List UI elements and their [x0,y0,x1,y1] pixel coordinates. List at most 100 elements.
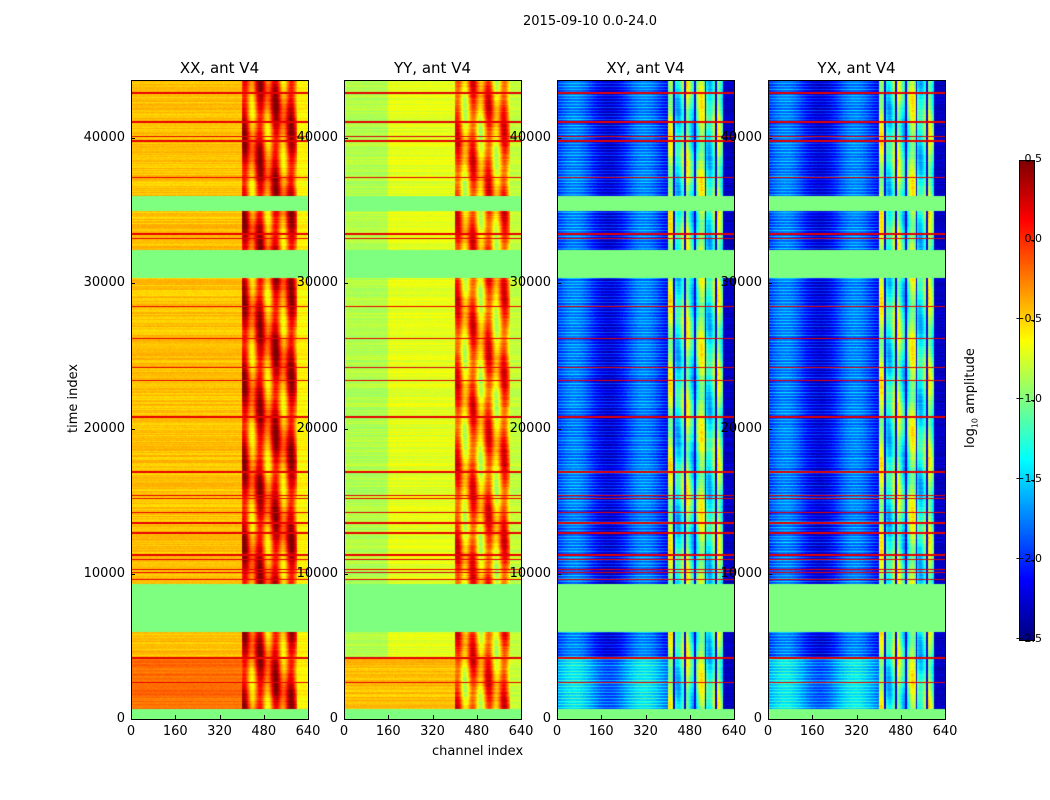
y-tick-mark [557,719,561,720]
y-tick-label: 30000 [720,275,762,291]
y-tick-mark [768,573,772,575]
x-tick-label: 640 [295,724,321,739]
panel-title-0: XX, ant V4 [179,59,260,77]
x-tick-mark [557,715,558,719]
panel-frame-3 [768,80,946,720]
x-tick-mark [601,715,603,719]
y-tick-mark [344,573,348,575]
x-tick-mark [308,715,309,719]
x-tick-mark [689,715,691,719]
y-tick-mark [344,719,348,720]
x-tick-label: 640 [508,724,534,739]
panel-title-2: XY, ant V4 [606,59,685,77]
colorbar-tick-label: −1.5 [1015,472,1042,485]
y-tick-label: 20000 [296,420,338,436]
y-tick-mark [768,719,772,720]
x-tick-label: 0 [339,724,349,739]
y-tick-label: 30000 [509,275,551,291]
y-tick-mark [768,283,772,285]
y-tick-mark [768,428,772,430]
colorbar-label-sub: 10 [970,417,980,429]
y-tick-label: 40000 [509,130,551,146]
y-tick-label: 10000 [720,565,762,581]
figure-title: 2015-09-10 0.0-24.0 [523,14,657,29]
x-tick-label: 480 [251,724,277,739]
colorbar-label-rest: amplitude [963,348,978,418]
colorbar-tick-mark [1031,560,1035,561]
colorbar-label-main: log [963,428,978,448]
panel-frame-1 [344,80,522,720]
colorbar-tick-label: 0.0 [1024,232,1043,245]
colorbar-tick-mark [1031,240,1035,241]
x-tick-mark [476,715,478,719]
x-tick-label: 0 [763,724,773,739]
y-tick-mark [131,719,135,720]
x-tick-label: 480 [888,724,914,739]
x-tick-label: 320 [844,724,869,739]
colorbar-tick-mark [1031,320,1035,321]
x-tick-mark [734,715,735,719]
x-tick-label: 640 [721,724,747,739]
x-tick-label: 320 [420,724,445,739]
x-tick-mark [812,715,814,719]
colorbar-tick-mark [1031,480,1035,481]
y-tick-label: 40000 [83,130,125,146]
x-tick-label: 160 [375,724,401,739]
x-tick-mark [645,715,647,719]
y-tick-label: 40000 [296,130,338,146]
y-tick-mark [131,283,135,285]
y-tick-mark [557,573,561,575]
colorbar-tick-mark [1031,400,1035,401]
colorbar-tick-label: −0.5 [1015,312,1042,325]
y-tick-label: 20000 [720,420,762,436]
y-tick-label: 40000 [720,130,762,146]
panel-frame-0 [131,80,309,720]
y-tick-mark [557,283,561,285]
colorbar-tick-label: −2.0 [1015,552,1042,565]
x-tick-label: 320 [633,724,658,739]
colorbar-tick-label: −2.5 [1015,632,1042,645]
x-tick-label: 160 [588,724,614,739]
x-tick-mark [175,715,177,719]
heatmap-0 [131,80,308,719]
y-tick-label: 10000 [296,565,338,581]
colorbar-tick-mark [1031,160,1035,161]
y-tick-label: 20000 [83,420,125,436]
y-tick-mark [768,138,772,140]
heatmap-3 [768,80,945,719]
x-tick-mark [388,715,390,719]
x-tick-label: 0 [552,724,562,739]
y-tick-label: 20000 [509,420,551,436]
y-tick-label: 30000 [83,275,125,291]
x-tick-label: 480 [464,724,490,739]
x-tick-mark [768,715,769,719]
x-tick-mark [856,715,858,719]
heatmap-1 [344,80,521,719]
y-tick-label: 30000 [296,275,338,291]
y-tick-label: 0 [329,711,338,726]
colorbar-tick-label: −1.0 [1015,392,1042,405]
x-tick-mark [344,715,345,719]
y-tick-label: 0 [116,711,125,726]
y-tick-mark [131,573,135,575]
y-tick-mark [344,138,348,140]
colorbar-tick-label: 0.5 [1024,152,1043,165]
x-tick-mark [263,715,265,719]
x-tick-mark [521,715,522,719]
x-tick-mark [219,715,221,719]
x-tick-label: 640 [932,724,958,739]
panel-frame-2 [557,80,735,720]
y-tick-label: 0 [753,711,762,726]
x-tick-label: 160 [799,724,825,739]
y-tick-label: 10000 [509,565,551,581]
panel-title-3: YX, ant V4 [817,59,896,77]
heatmap-2 [557,80,734,719]
y-tick-mark [344,428,348,430]
y-tick-mark [131,428,135,430]
colorbar-tick-mark [1031,640,1035,641]
x-tick-label: 480 [677,724,703,739]
y-tick-mark [131,138,135,140]
y-tick-mark [344,283,348,285]
colorbar-gradient [1019,160,1034,640]
